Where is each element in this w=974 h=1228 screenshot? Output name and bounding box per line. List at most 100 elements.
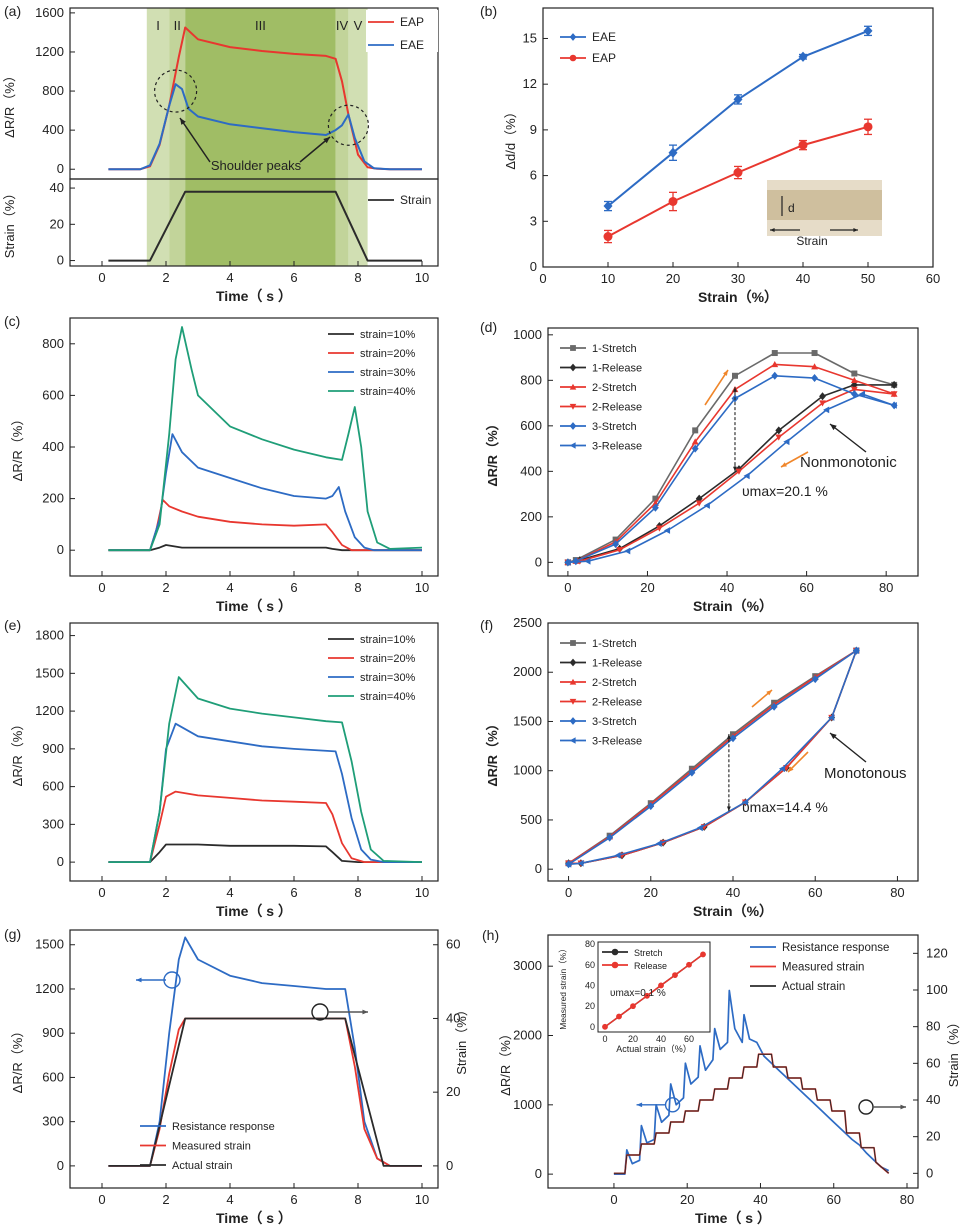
data-point [778, 765, 786, 773]
legend-2-release-text: 2-Release [592, 402, 642, 414]
inset-legend-release-marker [611, 961, 619, 969]
panel-a-label: (a) [4, 3, 21, 19]
legend-h-measured-strain-text: Measured strain [782, 962, 864, 974]
panel-g-ytick-label: 300 [42, 1114, 64, 1129]
panel-b-ytick-label: 12 [523, 76, 537, 91]
panel-b-xtick-label: 50 [861, 271, 875, 286]
panel-g-xtick-label: 0 [98, 1192, 105, 1207]
panel-h-xlabel: Time（ s ） [695, 1210, 771, 1226]
annotation-arrow-head [830, 733, 837, 740]
panel-f-xlabel: Strain（%） [693, 903, 773, 919]
inset-legend-stretch-text: Stretch [634, 948, 663, 958]
panel-h-y2tick-label: 0 [926, 1165, 933, 1180]
panel-e-ytick-label: 1500 [35, 665, 64, 680]
panel-b-xtick-label: 60 [926, 271, 940, 286]
inset-umax-label: υmax=0.1 % [610, 988, 666, 999]
panel-d-ytick-label: 200 [520, 509, 542, 524]
legend-2-release-marker [569, 698, 577, 705]
panel-e-ytick-label: 600 [42, 779, 64, 794]
legend-strain10-text: strain=10% [360, 329, 416, 341]
inset-d-label: d [788, 201, 795, 215]
legend-strain20-text: strain=20% [360, 348, 416, 360]
panel-b-ytick-label: 15 [523, 30, 537, 45]
inset-ytick-label: 20 [585, 1001, 595, 1011]
data-point [858, 390, 866, 398]
series-strain40 [108, 676, 423, 863]
legend-2-release-marker [569, 403, 577, 410]
data-point [616, 547, 624, 554]
inset-data-point [616, 1013, 622, 1020]
panel-h-xtick-label: 20 [680, 1192, 694, 1207]
inset-data-point [644, 992, 650, 999]
data-point [771, 350, 778, 357]
panel-b-xtick-label: 0 [539, 271, 546, 286]
panel-f-ytick-label: 0 [535, 861, 542, 876]
data-point [606, 833, 614, 842]
legend-eae-b-marker [569, 33, 577, 41]
series-3-stretch [568, 649, 857, 865]
data-point [890, 380, 898, 389]
panel-h-y2tick-label: 60 [926, 1055, 940, 1070]
data-point [696, 824, 703, 832]
data-point [828, 714, 835, 721]
data-point [652, 495, 659, 502]
shoulder-peak-circle [327, 104, 369, 146]
panel-c-xtick-label: 10 [415, 580, 429, 595]
legend-1-stretch-text: 1-Stretch [592, 638, 637, 650]
legend-strain30-text: strain=30% [360, 672, 416, 684]
panel-f-label: (f) [480, 617, 493, 633]
panel-g-label: (g) [4, 926, 21, 942]
data-point [655, 525, 663, 532]
umax-arrow-bottom-head [733, 466, 737, 472]
panel-b-xtick-label: 20 [666, 271, 680, 286]
umax-label: υmax=20.1 % [742, 483, 828, 499]
panel-e-xlabel: Time（ s ） [216, 903, 292, 919]
panel-a-top-ytick-label: 1600 [35, 5, 64, 20]
panel-f-ytick-label: 1000 [513, 763, 542, 778]
legend-h-actual-strain-text: Actual strain [782, 981, 845, 993]
panel-e-ytick-label: 1800 [35, 628, 64, 643]
inset-data-point [672, 972, 678, 979]
panel-e-ytick-label: 1200 [35, 703, 64, 718]
series-1-stretch [567, 352, 895, 564]
panel-b-ytick-label: 9 [530, 122, 537, 137]
panel-g-ylabel: ΔR/R（%） [10, 1025, 25, 1094]
legend-resistance-response-text: Resistance response [172, 1121, 275, 1133]
panel-g-xtick-label: 6 [290, 1192, 297, 1207]
panel-d-xtick-label: 60 [799, 580, 813, 595]
panel-e-xtick-label: 6 [290, 885, 297, 900]
panel-e-xtick-label: 8 [354, 885, 361, 900]
panel-e-ylabel: ΔR/R（%） [10, 718, 25, 787]
series-2-stretch [568, 649, 857, 864]
series-strain10 [108, 544, 422, 552]
shoulder-arrow-right-shaft [299, 136, 331, 163]
data-point [624, 547, 631, 555]
series-strain [108, 190, 422, 262]
data-point [577, 859, 584, 867]
panel-h-label: (h) [482, 927, 499, 943]
panel-d-xtick-label: 80 [879, 580, 893, 595]
data-point [819, 400, 826, 407]
legend-eap-b-marker [569, 54, 577, 62]
data-point [668, 196, 678, 206]
panel-d-xtick-label: 0 [564, 580, 571, 595]
left-axis-arrow-head [636, 1102, 643, 1108]
legend-strain40-text: strain=40% [360, 691, 416, 703]
legend-3-stretch-text: 3-Stretch [592, 421, 637, 433]
shoulder-peak-circle [154, 69, 198, 113]
inset-strain-label: Strain [796, 234, 827, 248]
data-point [647, 802, 655, 811]
panel-a-xtick-label: 8 [354, 270, 361, 285]
panel-a-top-ytick-label: 0 [57, 161, 64, 176]
legend-3-release-text: 3-Release [592, 736, 642, 748]
panel-a-bottom-ytick-label: 0 [57, 253, 64, 268]
series-2-stretch [567, 363, 895, 564]
panel-e-xtick-label: 10 [415, 885, 429, 900]
region-band [169, 8, 186, 266]
region-label: IV [336, 18, 349, 33]
panel-h-y2tick-label: 100 [926, 982, 948, 997]
panel-g-ytick-label: 600 [42, 1069, 64, 1084]
panel-b-ylabel: Δd/d（%） [503, 105, 518, 169]
legend-3-release-marker [569, 442, 576, 449]
data-point [850, 376, 858, 384]
